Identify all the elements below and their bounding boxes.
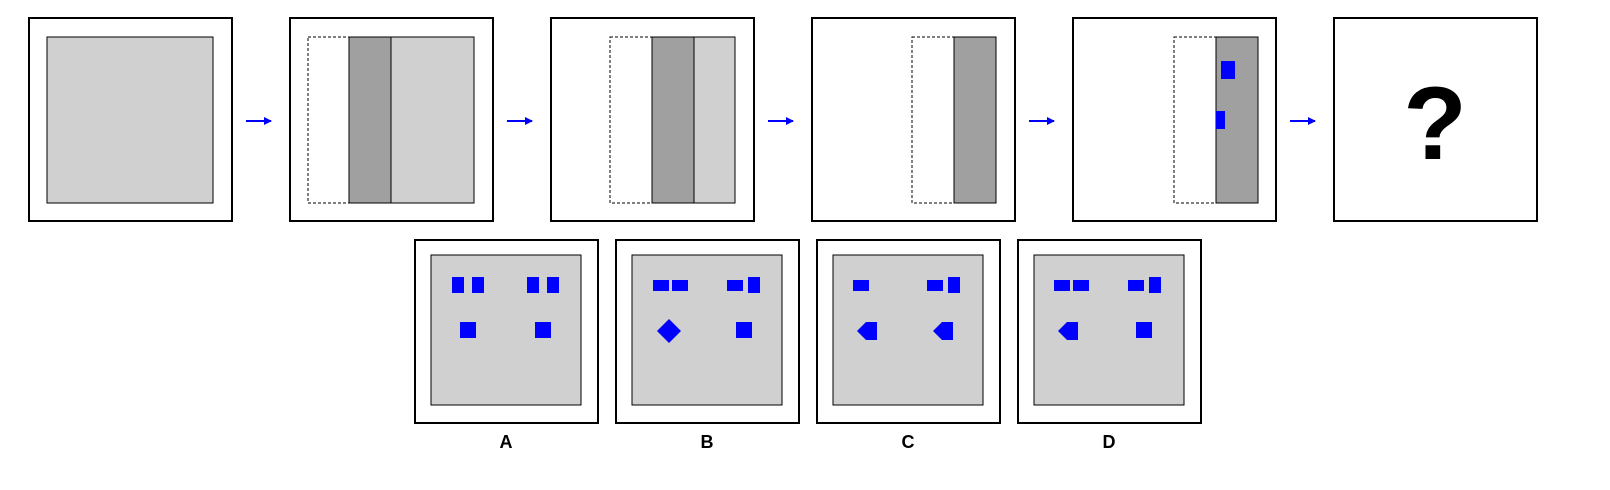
sequence-frame-1 [28, 17, 233, 222]
blue-bar-icon [727, 280, 743, 291]
light-gray-panel [1033, 254, 1185, 406]
option-c[interactable] [816, 239, 1001, 424]
sequence-row: ? [28, 17, 1538, 222]
blue-block-icon [472, 277, 484, 293]
blue-arrow-left-icon [857, 322, 877, 340]
option-label-b: B [700, 432, 714, 452]
dark-gray-strip [651, 36, 695, 204]
blue-block-icon [948, 277, 960, 293]
blue-arrow-left-icon [933, 322, 953, 340]
dark-gray-strip [953, 36, 997, 204]
option-label-a: A [499, 432, 513, 452]
sequence-frame-2 [289, 17, 494, 222]
option-b[interactable] [615, 239, 800, 424]
blue-diamond-icon [657, 319, 681, 343]
blue-square-icon [736, 322, 752, 338]
blue-block-icon [1149, 277, 1161, 293]
option-label-d: D [1102, 432, 1116, 452]
question-mark: ? [1403, 66, 1467, 182]
light-gray-strip [390, 36, 475, 204]
options-row [414, 239, 1202, 424]
light-gray-strip [693, 36, 736, 204]
blue-square-icon [535, 322, 551, 338]
light-gray-panel [832, 254, 984, 406]
light-gray-panel [46, 36, 214, 204]
dark-gray-strip [348, 36, 392, 204]
cut-away-region [609, 36, 653, 204]
blue-bar-icon [927, 280, 943, 291]
option-d[interactable] [1017, 239, 1202, 424]
blue-square-icon [1136, 322, 1152, 338]
blue-half-square-icon [1216, 111, 1225, 129]
cut-away-region [911, 36, 955, 204]
blue-bar-icon [653, 280, 669, 291]
blue-square-icon [1221, 61, 1235, 79]
blue-bar-icon [853, 280, 869, 291]
sequence-frame-3 [550, 17, 755, 222]
option-a[interactable] [414, 239, 599, 424]
blue-block-icon [527, 277, 539, 293]
blue-block-icon [748, 277, 760, 293]
blue-block-icon [452, 277, 464, 293]
blue-bar-icon [1073, 280, 1089, 291]
blue-square-icon [460, 322, 476, 338]
cut-away-region [1173, 36, 1217, 204]
blue-bar-icon [1054, 280, 1070, 291]
blue-bar-icon [672, 280, 688, 291]
frame-border [1333, 17, 1538, 222]
sequence-frame-4 [811, 17, 1016, 222]
blue-bar-icon [1128, 280, 1144, 291]
sequence-frame-5 [1072, 17, 1277, 222]
blue-block-icon [547, 277, 559, 293]
cut-away-region [307, 36, 350, 204]
blue-arrow-left-icon [1058, 322, 1078, 340]
sequence-frame-question: ? [1333, 17, 1538, 222]
option-label-c: C [901, 432, 915, 452]
